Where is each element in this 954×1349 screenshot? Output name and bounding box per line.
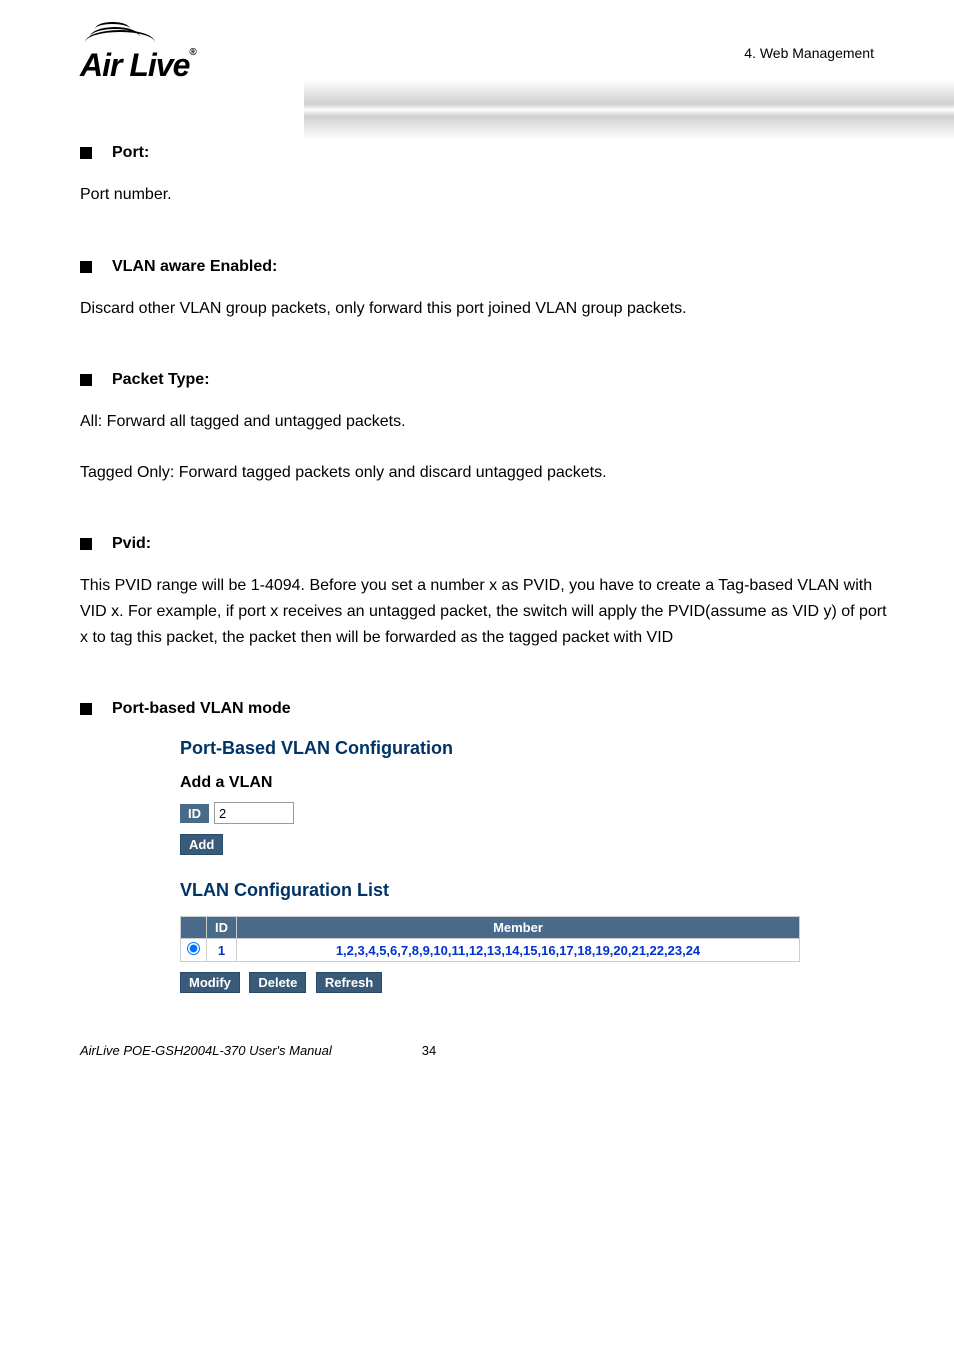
page-header: Air Live® 4. Web Management	[80, 30, 894, 84]
section-pvid: Pvid: This PVID range will be 1-4094. Be…	[80, 535, 894, 650]
section-vlan-aware: VLAN aware Enabled: Discard other VLAN g…	[80, 258, 894, 322]
body-text: Discard other VLAN group packets, only f…	[80, 296, 894, 322]
section-port-based-vlan: Port-based VLAN mode Port-Based VLAN Con…	[80, 700, 894, 993]
delete-button[interactable]: Delete	[249, 972, 306, 993]
section-heading: Port:	[112, 144, 149, 162]
bullet-icon	[80, 147, 92, 159]
table-header-member: Member	[237, 917, 800, 939]
header-gradient	[304, 80, 954, 140]
vlan-row-radio-cell	[181, 939, 207, 962]
add-vlan-title: Add a VLAN	[180, 774, 894, 792]
section-heading: Pvid:	[112, 535, 151, 553]
body-text: Tagged Only: Forward tagged packets only…	[80, 460, 894, 486]
vlan-list-title: VLAN Configuration List	[180, 880, 894, 901]
page-number: 34	[422, 1043, 436, 1058]
bullet-icon	[80, 374, 92, 386]
vlan-config-screenshot: Port-Based VLAN Configuration Add a VLAN…	[180, 738, 894, 993]
table-row: 1 1,2,3,4,5,6,7,8,9,10,11,12,13,14,15,16…	[181, 939, 800, 962]
config-main-title: Port-Based VLAN Configuration	[180, 738, 894, 759]
content-area: Port: Port number. VLAN aware Enabled: D…	[80, 144, 894, 993]
logo-arc-icon	[85, 30, 155, 55]
bullet-icon	[80, 261, 92, 273]
table-header-radio	[181, 917, 207, 939]
id-input-row: ID	[180, 802, 894, 824]
body-text: Port number.	[80, 182, 894, 208]
section-port: Port: Port number.	[80, 144, 894, 208]
vlan-row-member: 1,2,3,4,5,6,7,8,9,10,11,12,13,14,15,16,1…	[237, 939, 800, 962]
footer-manual-text: AirLive POE-GSH2004L-370 User's Manual	[80, 1043, 332, 1058]
vlan-config-table: ID Member 1 1,2,3,4,5,6,7,8,9,10,11,12,1…	[180, 916, 800, 962]
section-packet-type: Packet Type: All: Forward all tagged and…	[80, 371, 894, 485]
breadcrumb: 4. Web Management	[744, 30, 894, 61]
page-footer: AirLive POE-GSH2004L-370 User's Manual 3…	[80, 1043, 894, 1058]
body-text: This PVID range will be 1-4094. Before y…	[80, 573, 894, 650]
table-header-id: ID	[207, 917, 237, 939]
bullet-icon	[80, 538, 92, 550]
logo: Air Live®	[80, 30, 196, 84]
id-label: ID	[180, 804, 209, 823]
section-heading: Packet Type:	[112, 371, 210, 389]
vlan-row-id: 1	[207, 939, 237, 962]
bullet-icon	[80, 703, 92, 715]
table-header-row: ID Member	[181, 917, 800, 939]
vlan-id-input[interactable]	[214, 802, 294, 824]
refresh-button[interactable]: Refresh	[316, 972, 382, 993]
vlan-row-radio[interactable]	[187, 942, 200, 955]
button-row: Modify Delete Refresh	[180, 972, 894, 993]
modify-button[interactable]: Modify	[180, 972, 240, 993]
section-heading: Port-based VLAN mode	[112, 700, 291, 718]
body-text: All: Forward all tagged and untagged pac…	[80, 409, 894, 435]
section-heading: VLAN aware Enabled:	[112, 258, 277, 276]
add-button[interactable]: Add	[180, 834, 223, 855]
